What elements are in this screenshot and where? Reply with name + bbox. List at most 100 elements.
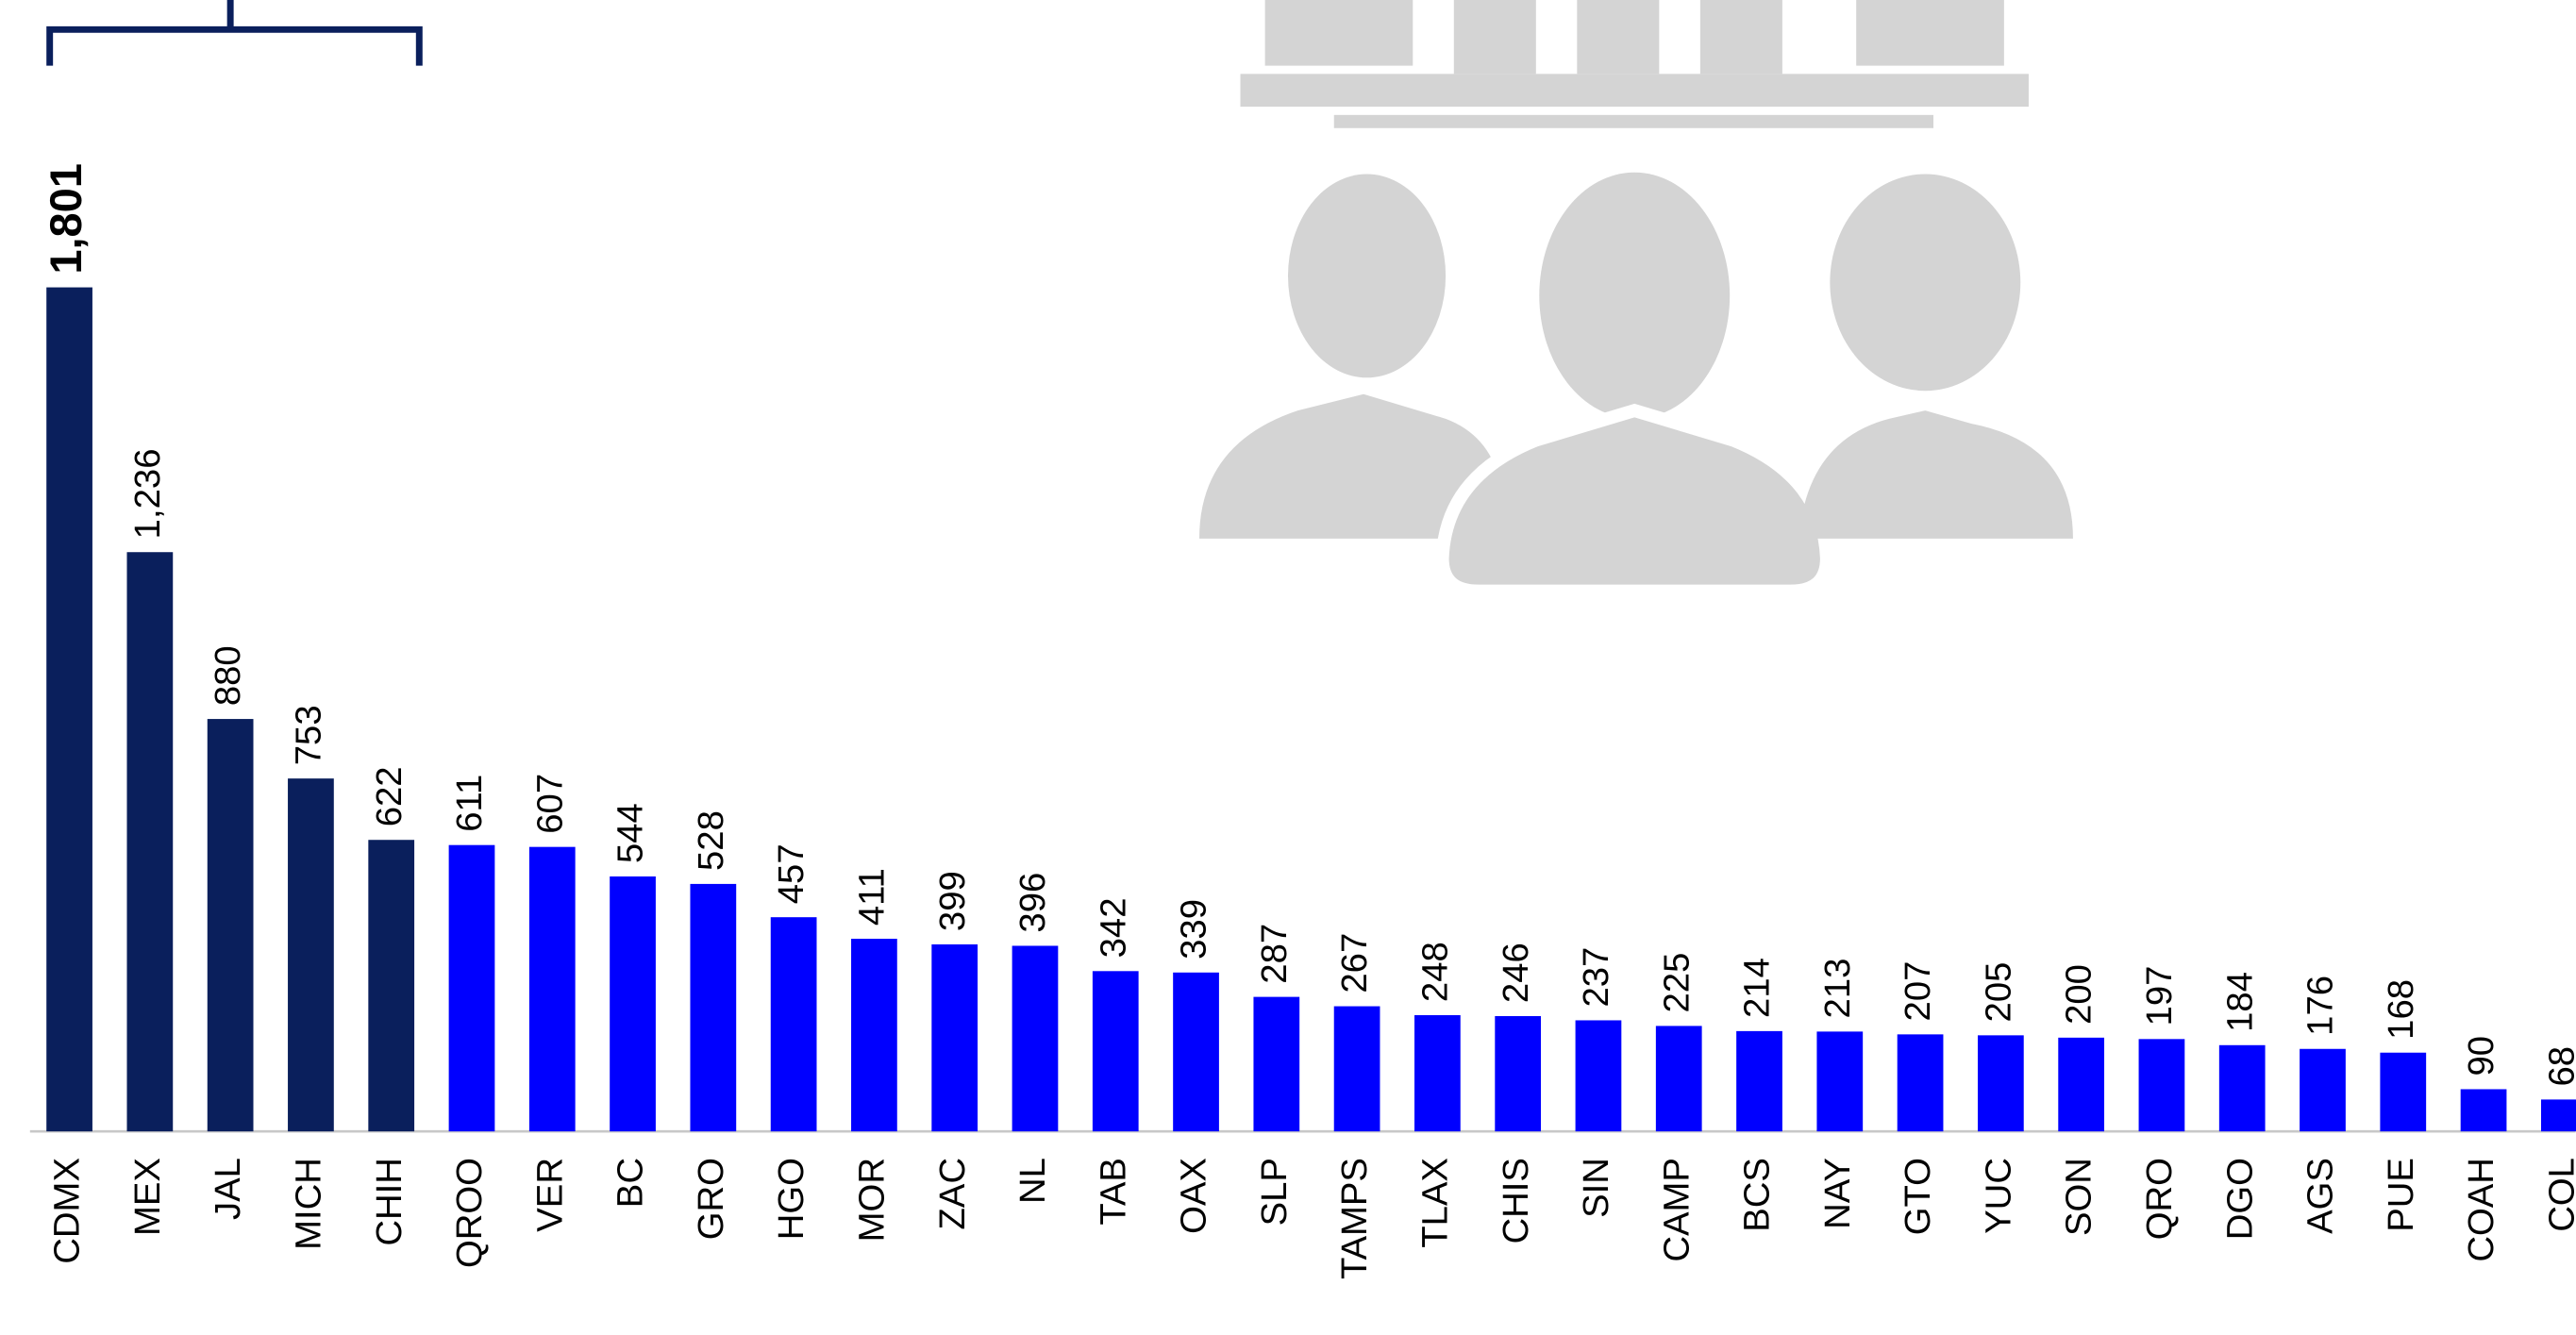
value-label: 287 [1254,924,1295,984]
bar [851,939,897,1132]
x-tick-label: HGO [771,1158,811,1240]
bracket [46,0,423,66]
x-tick-label: COAH [2461,1158,2501,1262]
value-label: 184 [2219,972,2260,1032]
bar [1897,1034,1944,1132]
x-tick-label: QROO [449,1158,490,1268]
x-tick-label: SON [2059,1158,2099,1236]
bar [1495,1015,1542,1132]
bar [1173,972,1219,1132]
x-tick-label: CDMX [47,1158,88,1264]
bar [2300,1048,2346,1132]
bar [288,778,334,1132]
value-label: 1,801 [41,163,91,275]
x-tick-label: TLAX [1414,1158,1455,1248]
value-label: 237 [1576,947,1616,1008]
bar [1575,1020,1622,1132]
bar [770,917,817,1132]
x-tick-label: AGS [2300,1158,2341,1234]
value-label: 611 [449,775,490,832]
value-label: 68 [2541,1046,2576,1087]
x-tick-label: QRO [2139,1158,2180,1240]
value-label: 544 [611,803,651,863]
x-tick-label: DGO [2219,1158,2260,1240]
value-label: 225 [1656,953,1697,1013]
bar [2058,1037,2105,1132]
bar [2460,1089,2507,1132]
value-label: 200 [2059,964,2099,1025]
value-label: 213 [1817,959,1858,1019]
value-label: 246 [1496,943,1536,1003]
x-tick-label: ZAC [932,1158,973,1230]
x-tick-label: COL [2541,1158,2576,1232]
bar [368,840,415,1132]
bar [1736,1030,1782,1132]
bar [1012,945,1059,1132]
x-tick-label: NL [1012,1158,1053,1204]
value-label: 214 [1737,958,1778,1018]
value-label: 197 [2139,966,2180,1026]
x-tick-label: YUC [1978,1158,2018,1234]
x-tick-label: SLP [1254,1158,1295,1226]
x-tick-label: JAL [208,1158,248,1220]
x-tick-label: VER [529,1158,570,1232]
value-label: 622 [369,766,410,826]
value-label: 528 [691,810,731,871]
bar [1816,1031,1864,1132]
value-label: 1,236 [127,449,168,540]
bar [931,943,979,1132]
bar [1092,971,1139,1132]
value-label: 205 [1978,962,2018,1023]
x-tick-label: CHIH [369,1158,410,1246]
x-tick-label: NAY [1817,1158,1858,1229]
x-tick-label: MOR [852,1158,893,1242]
bar [126,552,174,1132]
value-label: 168 [2381,979,2421,1040]
value-label: 267 [1334,933,1375,993]
bar [46,287,92,1132]
bar [690,883,737,1132]
bar [207,719,254,1132]
value-label: 399 [932,871,973,931]
value-label: 396 [1012,873,1053,933]
x-tick-label: MEX [127,1158,168,1236]
value-label: 457 [771,843,811,904]
x-tick-label: GTO [1898,1158,1938,1235]
value-label: 176 [2300,976,2341,1036]
x-tick-label: BCS [1737,1158,1778,1232]
value-label: 411 [852,868,893,926]
bar [448,844,495,1132]
x-tick-label: CAMP [1656,1158,1697,1262]
value-label: 207 [1898,961,1938,1022]
value-label: 90 [2461,1036,2501,1076]
x-tick-label: SIN [1576,1158,1616,1218]
value-label: 248 [1414,942,1455,1002]
bar [2218,1044,2266,1132]
x-tick-label: GRO [691,1158,731,1240]
value-label: 753 [289,705,329,765]
bar [528,846,576,1132]
value-label: 607 [529,774,570,834]
x-tick-label: CHIS [1496,1158,1536,1243]
x-tick-label: BC [611,1158,651,1208]
x-tick-label: MICH [289,1158,329,1250]
bar [1655,1026,1702,1132]
bar [2380,1052,2427,1132]
bar [610,876,656,1132]
bar [1253,996,1300,1132]
bar [2540,1099,2576,1132]
bar [1414,1014,1461,1132]
bar [2138,1039,2185,1132]
value-label: 339 [1174,899,1214,960]
x-tick-label: TAMPS [1334,1158,1375,1279]
value-label: 342 [1093,898,1133,959]
x-tick-label: PUE [2381,1158,2421,1232]
bar [1333,1006,1380,1132]
value-label: 880 [208,645,248,706]
x-tick-label: TAB [1093,1158,1133,1226]
bar [1977,1035,2024,1132]
icon [1199,0,2073,598]
x-tick-label: OAX [1174,1158,1214,1234]
